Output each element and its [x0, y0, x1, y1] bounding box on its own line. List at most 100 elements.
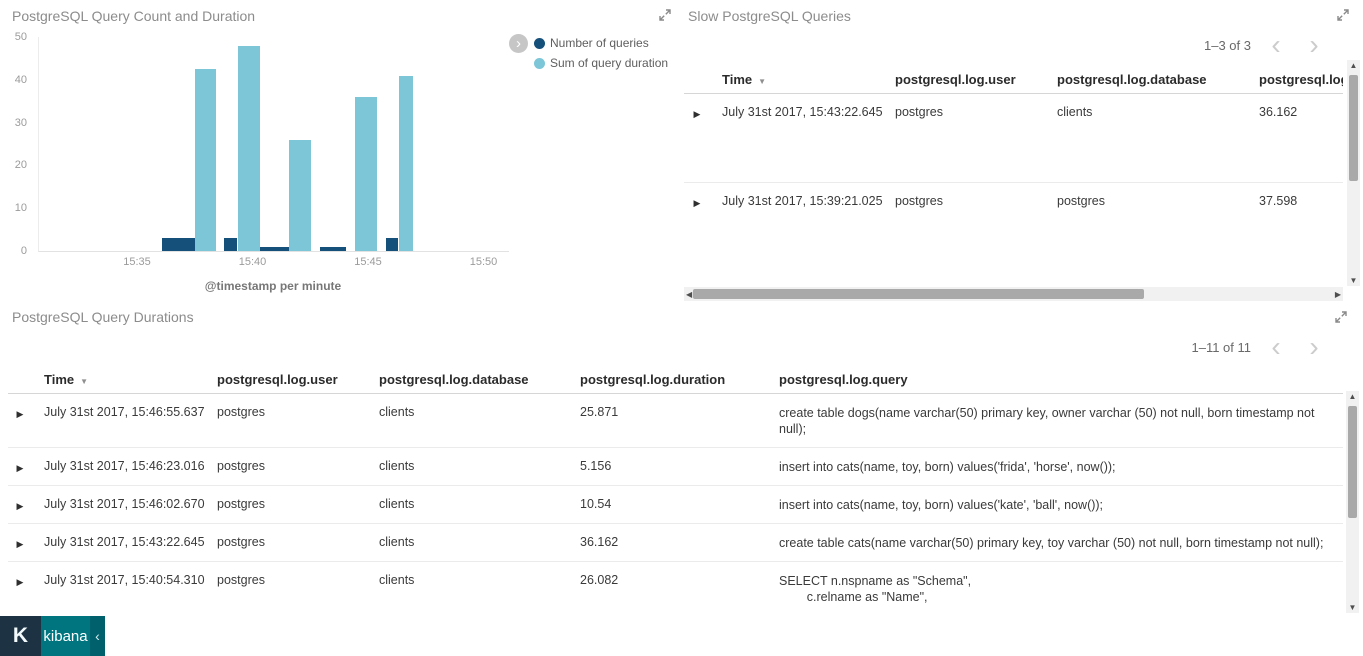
durations-table: Time ▼ postgresql.log.user postgresql.log…	[8, 366, 1343, 616]
expand-panel-button[interactable]	[1335, 7, 1351, 23]
cell-query: insert into cats(name, toy, born) values…	[767, 485, 1343, 524]
row-expand-caret[interactable]: ▶	[16, 462, 24, 473]
table-row: ▶ July 31st 2017, 15:46:02.670 postgres …	[8, 485, 1343, 524]
vertical-scrollbar[interactable]: ▲ ▼	[1347, 60, 1360, 286]
row-expand-caret[interactable]: ▶	[16, 500, 24, 511]
row-expand-caret[interactable]: ▶	[693, 197, 701, 208]
cell-user: postgres	[883, 182, 1045, 285]
cell-query: SELECT n.nspname as "Schema", c.relname …	[767, 561, 1343, 616]
column-header-user[interactable]: postgresql.log.user	[205, 366, 367, 394]
scroll-down-icon[interactable]: ▼	[1347, 276, 1360, 285]
slow-queries-table: Time ▼ postgresql.log.user postgresql.log…	[684, 66, 1343, 285]
kibana-brand-bar: K kibana ‹	[0, 616, 105, 656]
pager-prev-button[interactable]: ‹	[1257, 333, 1295, 361]
scrollbar-thumb[interactable]	[1348, 406, 1357, 518]
x-tick-label: 15:40	[238, 256, 267, 268]
chart-bar[interactable]	[288, 139, 311, 251]
column-header-time[interactable]: Time ▼	[32, 366, 205, 394]
kibana-app-name[interactable]: kibana	[41, 616, 90, 656]
chart-bar[interactable]	[398, 75, 413, 251]
chart-x-axis: 15:35 15:40 15:45 15:50	[38, 256, 508, 270]
cell-user: postgres	[205, 485, 367, 524]
cell-duration: 26.082	[568, 561, 767, 616]
expand-icon	[659, 9, 671, 21]
column-header-database[interactable]: postgresql.log.database	[367, 366, 568, 394]
cell-duration: 25.871	[568, 393, 767, 448]
cell-query: create table dogs(name varchar(50) prima…	[767, 393, 1343, 448]
cell-database: clients	[367, 485, 568, 524]
chart-bar[interactable]	[223, 238, 237, 251]
column-header-time[interactable]: Time ▼	[710, 66, 883, 94]
cell-time: July 31st 2017, 15:43:22.645	[710, 93, 883, 183]
x-tick-label: 15:50	[469, 256, 498, 268]
row-expand-caret[interactable]: ▶	[16, 576, 24, 587]
legend-toggle-icon[interactable]: ›	[509, 34, 528, 53]
sort-desc-icon: ▼	[80, 376, 89, 386]
slow-queries-table-viewport: Time ▼ postgresql.log.user postgresql.log…	[684, 66, 1343, 285]
scrollbar-thumb[interactable]	[693, 289, 1144, 299]
collapse-nav-button[interactable]: ‹	[90, 616, 105, 656]
cell-database: clients	[367, 447, 568, 486]
chart-bar[interactable]	[194, 69, 217, 251]
y-tick-label: 0	[20, 245, 27, 257]
legend-items: Number of queries Sum of query duration	[534, 34, 668, 70]
chart-bar[interactable]	[238, 45, 260, 251]
scroll-up-icon[interactable]: ▲	[1347, 61, 1360, 70]
scroll-up-icon[interactable]: ▲	[1346, 392, 1359, 401]
panel-title: PostgreSQL Query Durations	[12, 309, 194, 325]
cell-duration: 10.54	[568, 485, 767, 524]
row-expand-caret[interactable]: ▶	[16, 408, 24, 419]
chart-bar[interactable]	[386, 238, 399, 251]
row-expand-caret[interactable]: ▶	[16, 538, 24, 549]
panel-title: Slow PostgreSQL Queries	[688, 8, 851, 24]
y-tick-label: 40	[14, 73, 27, 86]
chart-bar[interactable]	[320, 246, 346, 251]
pager-next-button[interactable]: ›	[1295, 31, 1333, 59]
pager-next-button[interactable]: ›	[1295, 333, 1333, 361]
scroll-right-icon[interactable]: ▶	[1334, 290, 1341, 299]
cell-database: clients	[1045, 93, 1247, 183]
y-tick-label: 50	[14, 31, 27, 43]
y-tick-label: 20	[14, 159, 27, 172]
chart-bar[interactable]	[162, 238, 198, 251]
legend-dot	[534, 37, 545, 49]
expand-panel-button[interactable]	[657, 7, 673, 23]
sort-desc-icon: ▼	[758, 76, 767, 86]
column-header-duration[interactable]: postgresql.log.duration	[568, 366, 767, 394]
chart-bar[interactable]	[355, 96, 377, 251]
pager-prev-button[interactable]: ‹	[1257, 31, 1295, 59]
cell-user: postgres	[205, 523, 367, 562]
cell-query: create table cats(name varchar(50) prima…	[767, 523, 1343, 562]
cell-database: clients	[367, 523, 568, 562]
column-header-duration[interactable]: postgresql.log.duration	[1247, 66, 1343, 94]
expand-panel-button[interactable]	[1333, 309, 1349, 325]
column-header-database[interactable]: postgresql.log.database	[1045, 66, 1247, 94]
kibana-logo-icon[interactable]: K	[0, 616, 41, 656]
column-header-query[interactable]: postgresql.log.query	[767, 366, 1343, 394]
panel-title: PostgreSQL Query Count and Duration	[12, 8, 256, 24]
scroll-left-icon[interactable]: ◀	[686, 290, 693, 299]
row-expand-caret[interactable]: ▶	[693, 108, 701, 119]
chart-x-axis-title: @timestamp per minute	[204, 279, 342, 293]
cell-time: July 31st 2017, 15:39:21.025	[710, 182, 883, 285]
cell-duration: 37.598	[1247, 182, 1343, 285]
legend-item[interactable]: Number of queries	[534, 36, 668, 50]
legend-label: Number of queries	[550, 36, 649, 50]
y-tick-label: 30	[14, 116, 27, 129]
panel-query-durations: PostgreSQL Query Durations 1–11 of 11 ‹ …	[0, 305, 1363, 616]
cell-duration: 5.156	[568, 447, 767, 486]
scroll-down-icon[interactable]: ▼	[1346, 603, 1359, 612]
chart-bar[interactable]	[260, 246, 292, 251]
scrollbar-thumb[interactable]	[1349, 75, 1358, 181]
vertical-scrollbar[interactable]: ▲ ▼	[1346, 391, 1359, 613]
legend-item[interactable]: Sum of query duration	[534, 56, 668, 70]
pagination: 1–3 of 3 ‹ ›	[1204, 31, 1333, 59]
cell-time: July 31st 2017, 15:46:23.016	[32, 447, 205, 486]
legend-label: Sum of query duration	[550, 56, 669, 70]
cell-user: postgres	[205, 393, 367, 448]
expand-icon	[1337, 9, 1349, 21]
column-header-user[interactable]: postgresql.log.user	[883, 66, 1045, 94]
horizontal-scrollbar[interactable]: ◀ ▶	[684, 287, 1343, 301]
durations-table-viewport: Time ▼ postgresql.log.user postgresql.log…	[8, 366, 1343, 616]
